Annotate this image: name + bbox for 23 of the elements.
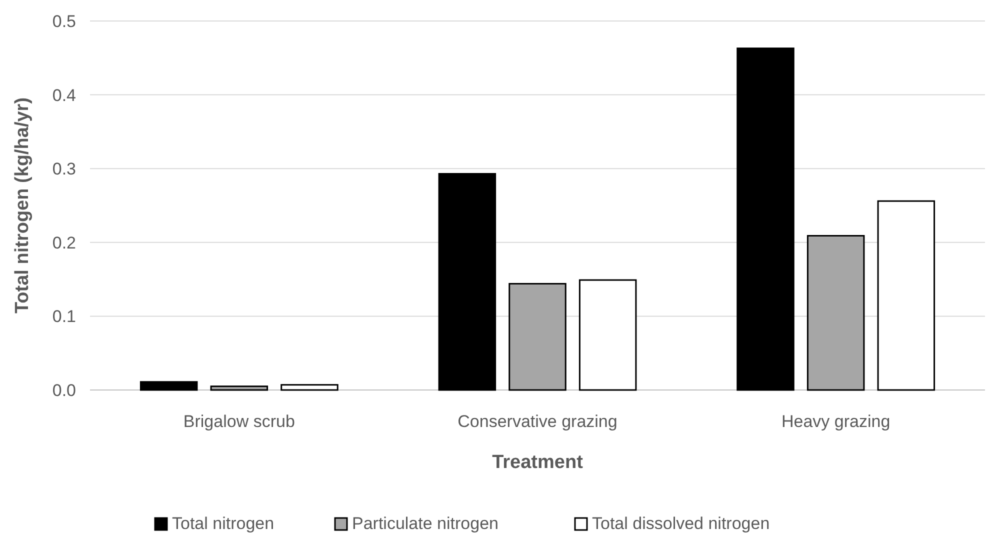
y-tick-label: 0.4 xyxy=(52,86,76,105)
x-tick-label: Heavy grazing xyxy=(781,412,890,431)
x-axis-title: Treatment xyxy=(492,452,584,473)
legend-label: Total dissolved nitrogen xyxy=(592,514,770,533)
bar xyxy=(438,173,496,391)
bar xyxy=(280,384,338,391)
bar xyxy=(140,381,198,391)
bar xyxy=(806,235,865,391)
y-tick-label: 0.1 xyxy=(52,307,76,326)
y-tick-label: 0.0 xyxy=(52,380,76,400)
y-tick-label: 0.5 xyxy=(52,12,76,31)
x-tick-label: Conservative grazing xyxy=(458,412,618,431)
legend-label: Particulate nitrogen xyxy=(352,514,498,533)
bar xyxy=(877,200,936,391)
x-tick-label: Brigalow scrub xyxy=(183,412,295,431)
y-tick-label: 0.3 xyxy=(52,160,76,179)
bar xyxy=(210,386,268,391)
y-axis-title: Total nitrogen (kg/ha/yr) xyxy=(12,97,33,314)
bar xyxy=(508,282,566,391)
y-tick-label: 0.2 xyxy=(52,233,76,252)
legend-label: Total nitrogen xyxy=(172,514,274,533)
bar xyxy=(736,48,794,391)
bar xyxy=(578,279,637,391)
